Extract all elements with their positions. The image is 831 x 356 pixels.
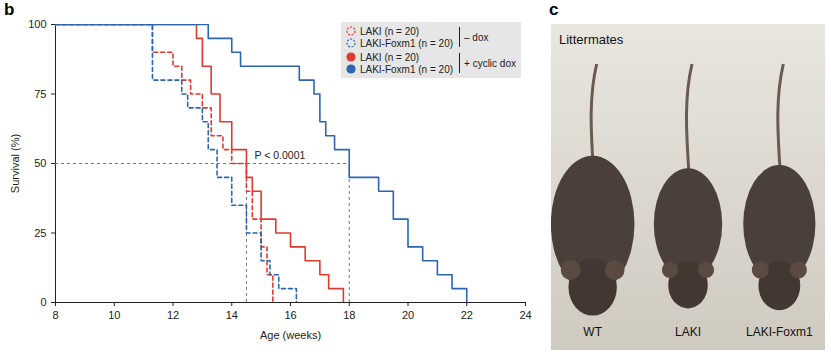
svg-text:12: 12 (167, 309, 179, 321)
svg-text:Age (weeks): Age (weeks) (260, 329, 321, 341)
html-text:LAKI-Foxm1 (n = 20): LAKI-Foxm1 (n = 20) (359, 37, 453, 49)
svg-text:P < 0.0001: P < 0.0001 (254, 149, 305, 161)
html-text:b: b (4, 0, 15, 19)
svg-text:25: 25 (34, 227, 46, 239)
svg-text:LAKI-Foxm1: LAKI-Foxm1 (746, 325, 813, 339)
svg-text:50: 50 (34, 157, 46, 169)
svg-text:14: 14 (226, 309, 238, 321)
svg-text:75: 75 (34, 88, 46, 100)
svg-text:24: 24 (519, 309, 531, 321)
html-text:LAKI-Foxm1 (n = 20): LAKI-Foxm1 (n = 20) (359, 63, 453, 75)
svg-text:18: 18 (343, 309, 355, 321)
svg-text:20: 20 (402, 309, 414, 321)
html-text:– dox: – dox (464, 31, 489, 43)
svg-text:22: 22 (461, 309, 473, 321)
html-text:LAKI (n = 20): LAKI (n = 20) (359, 25, 420, 37)
svg-text:WT: WT (583, 325, 602, 339)
html-text:c: c (549, 0, 559, 19)
html-text:LAKI (n = 20): LAKI (n = 20) (359, 51, 420, 63)
svg-text:Survival (%): Survival (%) (9, 134, 21, 193)
svg-text:8: 8 (52, 309, 58, 321)
html-text:+ cyclic dox: + cyclic dox (464, 57, 516, 69)
svg-text:Littermates: Littermates (559, 32, 624, 47)
svg-text:0: 0 (40, 296, 46, 308)
svg-text:LAKI: LAKI (675, 325, 701, 339)
svg-text:10: 10 (108, 309, 120, 321)
svg-text:100: 100 (28, 18, 46, 30)
svg-text:16: 16 (284, 309, 296, 321)
